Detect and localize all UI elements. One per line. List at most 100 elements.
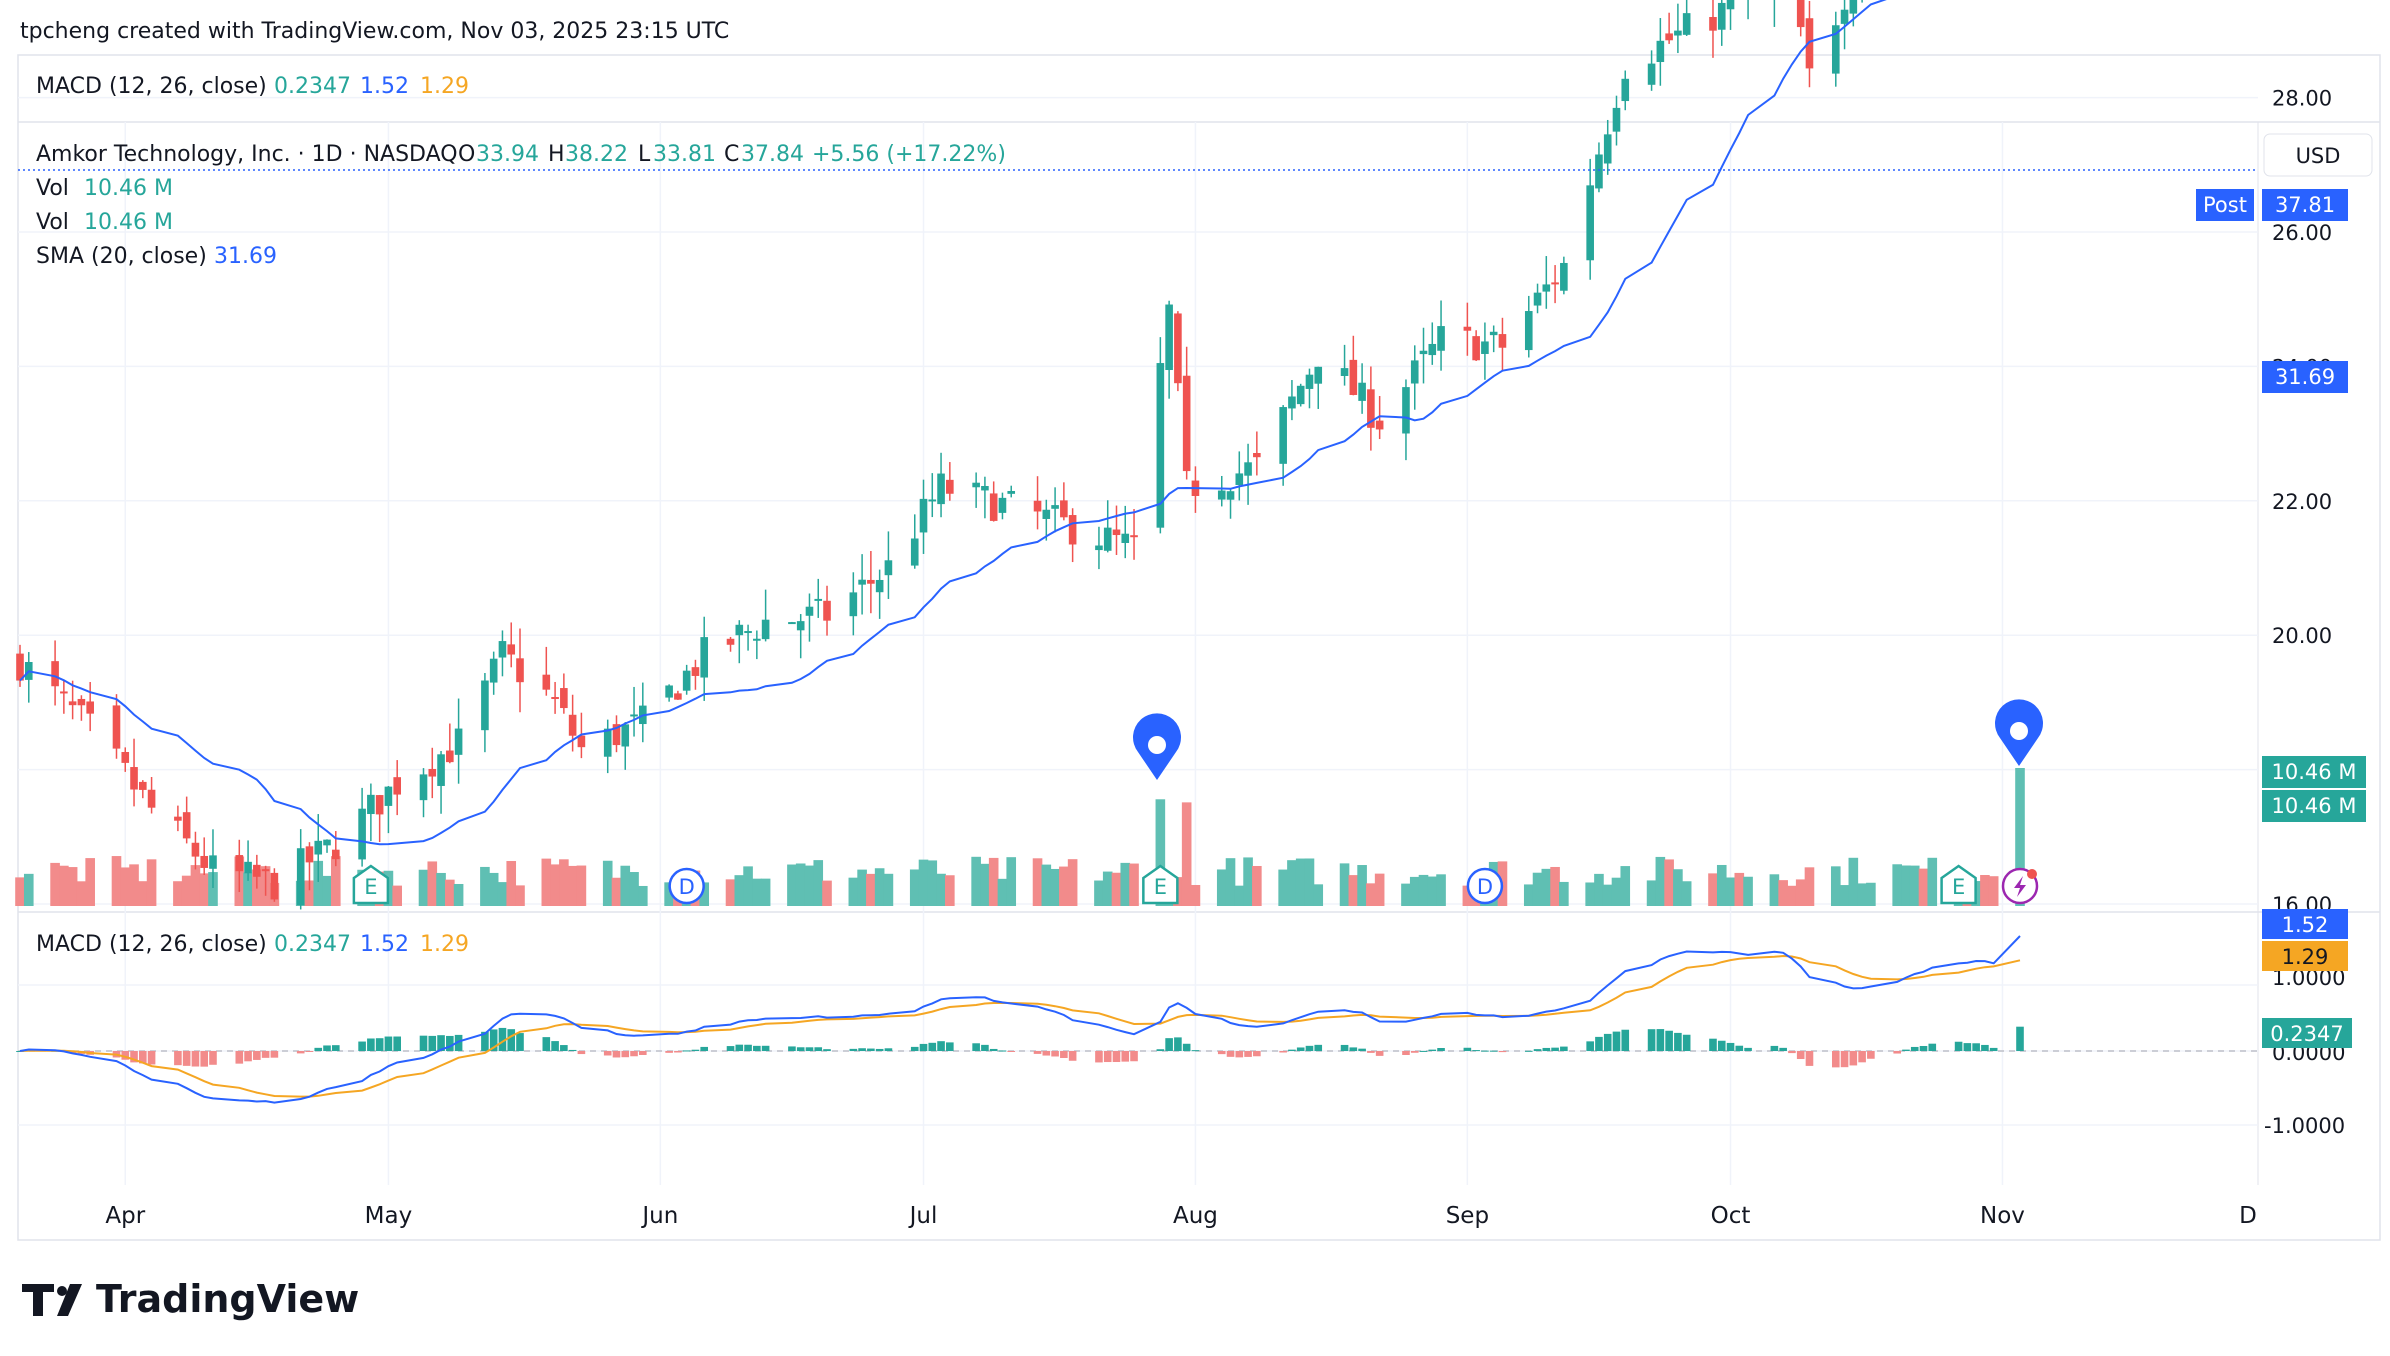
volume-bar — [1918, 868, 1929, 906]
volume-bar — [392, 885, 402, 906]
volume-bar — [927, 860, 938, 906]
svg-text:10.46 M: 10.46 M — [2272, 794, 2357, 818]
macd-hist-bar — [1253, 1051, 1261, 1057]
macd-hist-bar — [1603, 1033, 1612, 1051]
top-pane-label: MACD (12, 26, close) — [36, 74, 267, 99]
candle-body — [1305, 374, 1314, 389]
volume-bar — [1611, 877, 1622, 906]
earnings-marker[interactable]: E — [1142, 864, 1179, 905]
volume-bar — [1743, 876, 1753, 906]
candle-body — [51, 661, 59, 687]
volume-bar — [1620, 866, 1631, 906]
candle-body — [1103, 527, 1112, 551]
candle-body — [1174, 313, 1182, 384]
candle-body — [1288, 396, 1296, 409]
top-pane-hist-value: 1.29 — [420, 74, 469, 99]
lightning-marker[interactable] — [2001, 867, 2039, 905]
candle-body — [174, 816, 182, 821]
volume-bar — [1892, 864, 1902, 906]
dividend-marker[interactable]: D — [1466, 867, 1504, 905]
volume-bar — [918, 859, 929, 906]
price-tick: 28.00 — [2272, 87, 2332, 111]
close-value: 37.84 — [741, 142, 804, 167]
price-axis[interactable]: USD 16.0018.0020.0022.0024.0026.0028.003… — [2196, 0, 2373, 917]
volume-bar — [1769, 874, 1780, 906]
macd-hist-bar — [1612, 1031, 1621, 1051]
dividend-marker[interactable]: D — [668, 867, 705, 905]
candle-body — [1542, 284, 1551, 292]
marker-letter: E — [1952, 875, 1965, 899]
earnings-marker[interactable]: E — [1940, 864, 1977, 905]
macd-hist-bar — [235, 1051, 244, 1064]
volume-bar — [1550, 866, 1560, 906]
macd-hist-bar — [393, 1036, 401, 1051]
volume-bar — [1216, 869, 1227, 906]
volume-bar — [1102, 871, 1113, 906]
macd-hist-bar — [1314, 1044, 1323, 1051]
macd-hist-bar — [419, 1035, 428, 1051]
price-tick: 26.00 — [2272, 221, 2332, 245]
candle-body — [1472, 336, 1480, 361]
macd-hist-tag — [2262, 1018, 2352, 1048]
volume-bar — [1585, 882, 1595, 906]
macd-hist-bar — [384, 1036, 393, 1051]
macd-hist-bar — [1972, 1043, 1980, 1051]
candle-body — [998, 497, 1007, 513]
earnings-pin-nov[interactable] — [1995, 699, 2044, 766]
currency-button[interactable] — [2263, 133, 2373, 177]
volume-bar — [752, 878, 762, 906]
candle-body — [1656, 40, 1665, 63]
volume-bar — [1339, 863, 1350, 906]
open-value: 33.94 — [476, 142, 539, 167]
candle-body — [1182, 375, 1191, 472]
top-pane-macd-value: 0.2347 — [274, 74, 351, 99]
time-tick: Jul — [908, 1203, 938, 1229]
candle-body — [331, 849, 340, 860]
macd-hist-bar — [1989, 1047, 1998, 1051]
candle-body — [384, 786, 393, 806]
volume-bar — [1655, 856, 1666, 906]
macd-hist-bar — [1674, 1032, 1682, 1051]
volume-bar — [1032, 858, 1043, 906]
volume-value-1: 10.46 M — [84, 176, 173, 201]
volume-bar — [1602, 884, 1613, 906]
macd-hist-bar — [551, 1041, 559, 1051]
volume-bar — [620, 865, 631, 906]
candle-body — [270, 872, 279, 900]
volume-bar — [541, 858, 552, 906]
macd-hist-bar — [1182, 1043, 1191, 1051]
candle-body — [1340, 368, 1349, 376]
macd-hist-bar — [823, 1049, 831, 1051]
volume-bar — [1243, 857, 1253, 906]
macd-hist-bar — [130, 1051, 138, 1063]
candle-body — [1621, 78, 1630, 102]
earnings-marker[interactable]: E — [352, 864, 390, 905]
volume-bar — [1401, 883, 1411, 906]
volume-bar — [1804, 867, 1815, 906]
volume-bar — [1304, 858, 1315, 906]
macd-hist-bar — [2016, 1026, 2024, 1051]
macd-hist-bar — [1840, 1051, 1849, 1068]
volume-bar — [1830, 866, 1841, 906]
macd-hist-bar — [1112, 1051, 1121, 1063]
macd-hist-bar — [937, 1041, 945, 1051]
volume-bar — [1708, 873, 1718, 906]
macd-hist-bar — [998, 1050, 1007, 1052]
macd-hist-bar — [1621, 1029, 1630, 1051]
price-legend: Amkor Technology, Inc. · 1D · NASDAQ O 3… — [36, 142, 1006, 269]
volume-bar — [1050, 868, 1060, 906]
candle-body — [1375, 420, 1384, 430]
candle-body — [244, 861, 252, 874]
earnings-pin-aug[interactable] — [1133, 686, 1181, 780]
macd-pane-signal: 1.52 — [360, 932, 409, 957]
macd-hist-bar — [946, 1042, 954, 1051]
macd-hist-bar — [507, 1029, 516, 1051]
macd-line-tag — [2262, 941, 2348, 971]
candle-body — [305, 846, 314, 863]
candle-body — [937, 473, 945, 505]
candle-body — [1419, 350, 1428, 355]
macd-hist-bar — [875, 1048, 884, 1051]
candle-body — [946, 479, 954, 494]
